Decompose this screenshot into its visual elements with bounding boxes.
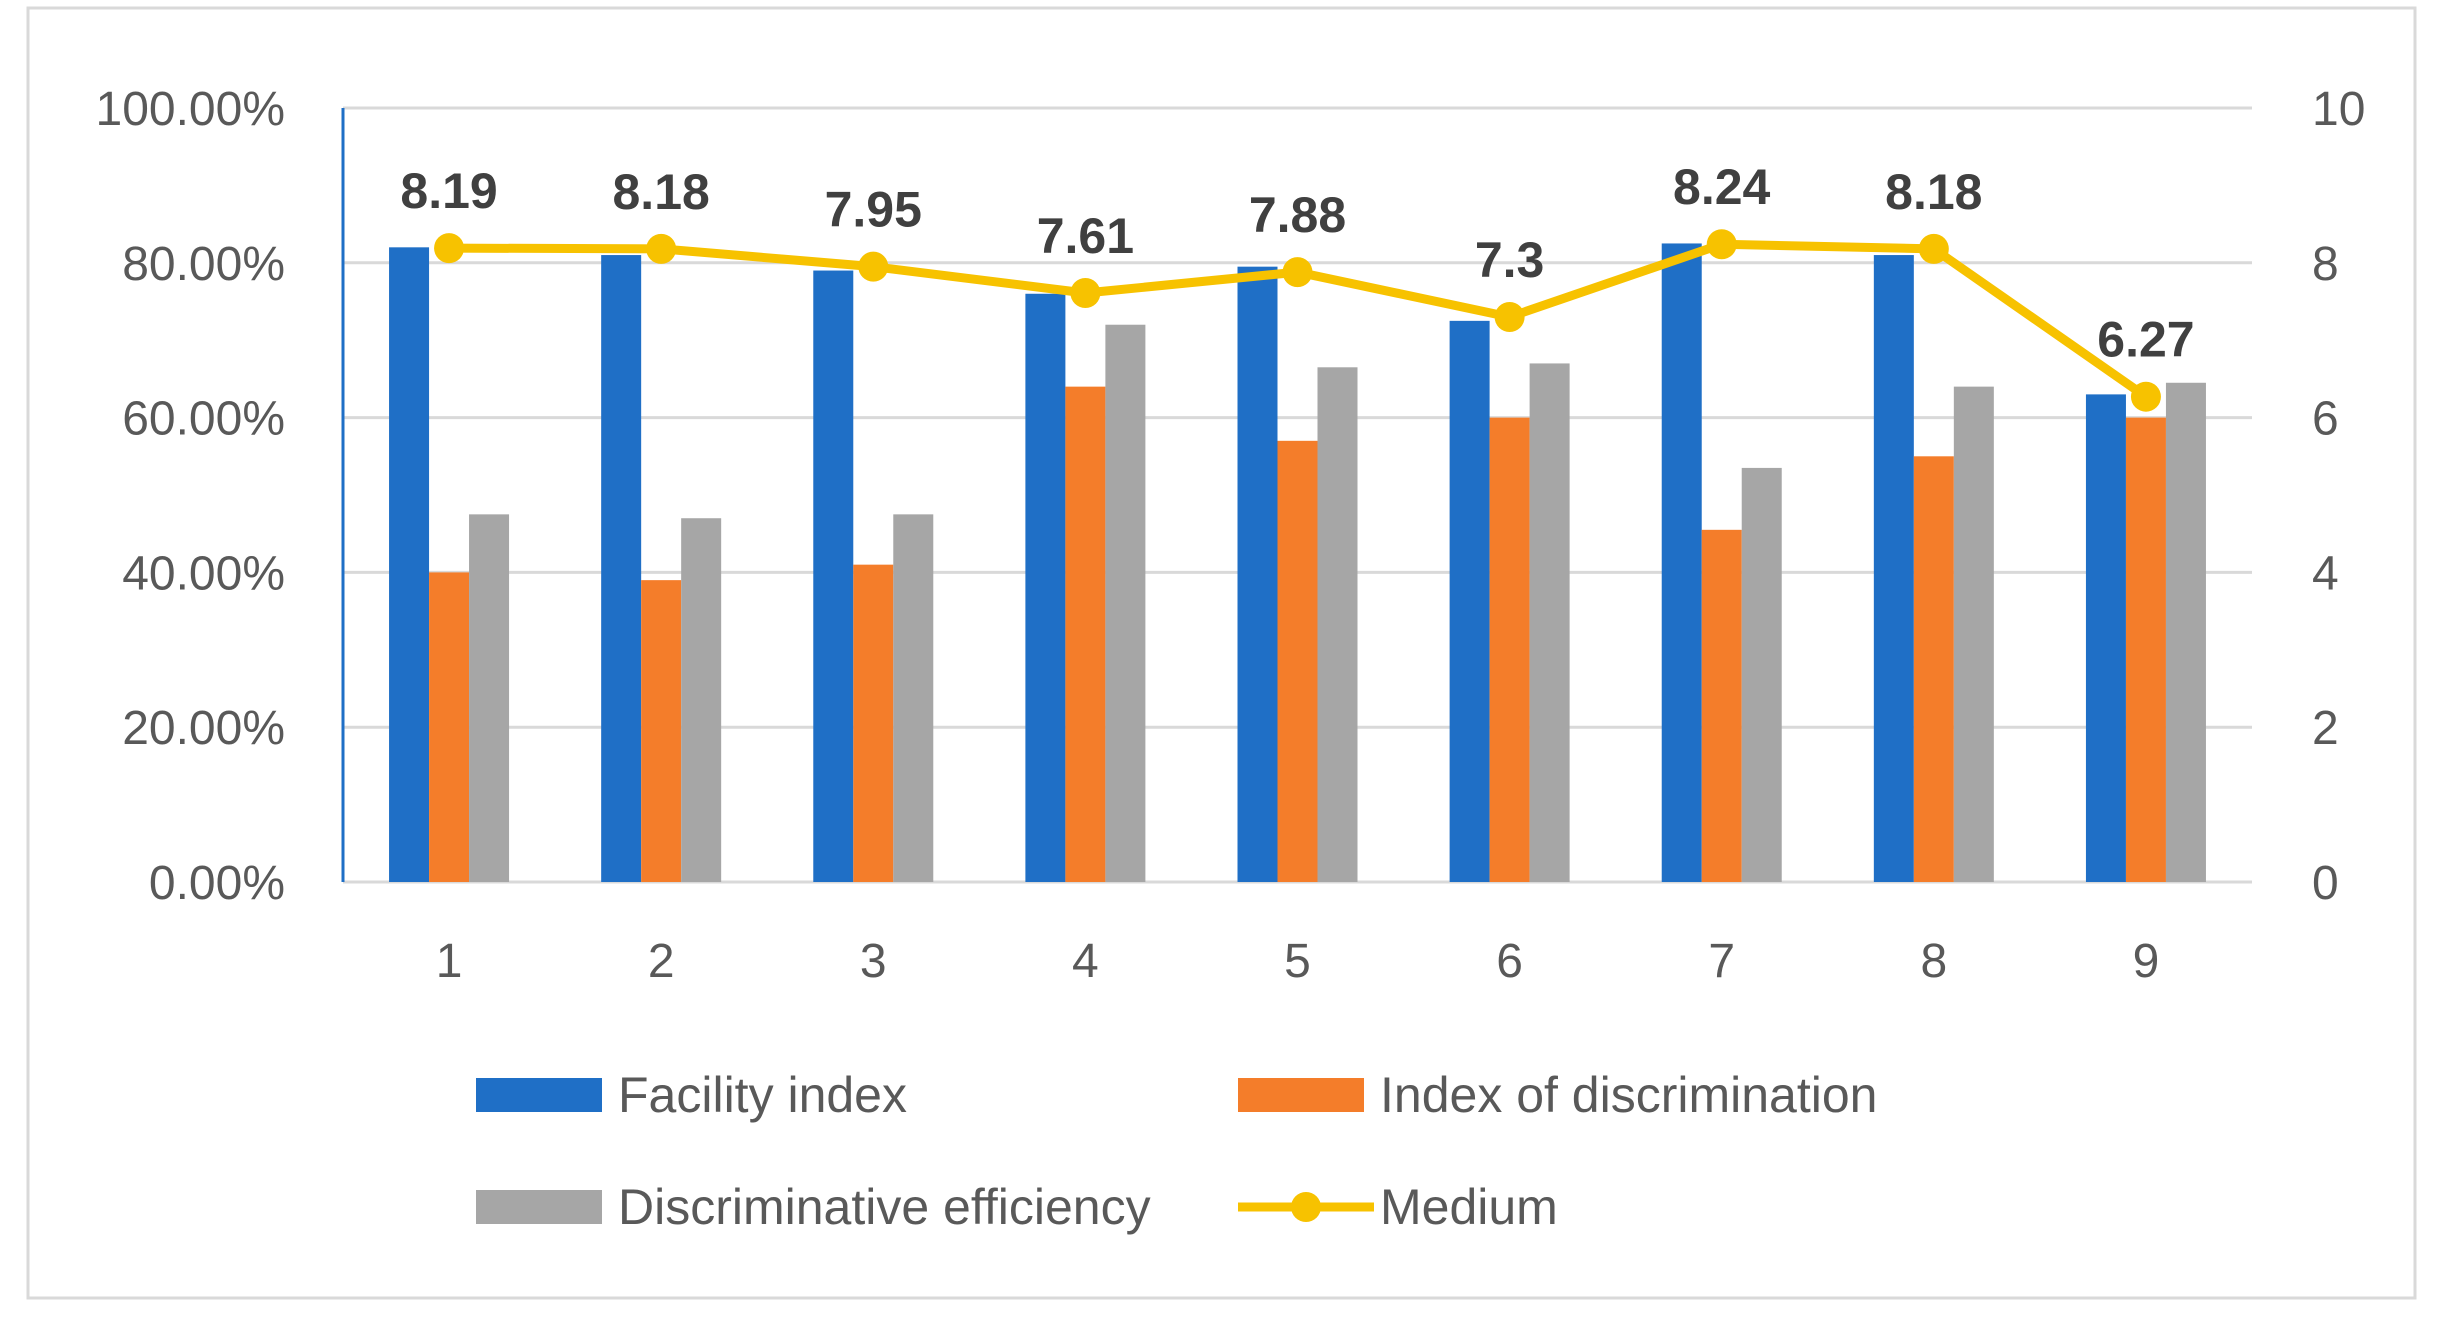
bar-index-of-discrimination xyxy=(641,580,682,882)
x-axis-tick-label: 4 xyxy=(1072,935,1099,988)
bar-facility-index xyxy=(1237,266,1278,882)
bar-index-of-discrimination xyxy=(1065,386,1106,882)
y-axis-primary-tick-label: 0.00% xyxy=(149,857,285,910)
medium-point xyxy=(858,251,889,282)
bar-discriminative-efficiency xyxy=(893,514,934,882)
bar-facility-index xyxy=(1873,255,1914,882)
bar-index-of-discrimination xyxy=(853,564,894,882)
x-axis-tick-label: 9 xyxy=(2133,935,2160,988)
medium-data-label: 7.3 xyxy=(1475,232,1545,288)
medium-data-label: 6.27 xyxy=(2097,312,2194,368)
y-axis-primary-tick-label: 80.00% xyxy=(122,238,285,291)
medium-point xyxy=(646,233,677,264)
bar-facility-index xyxy=(813,270,854,882)
legend-label: Medium xyxy=(1380,1179,1558,1235)
bar-facility-index xyxy=(1449,320,1490,883)
medium-data-label: 8.18 xyxy=(613,164,710,220)
legend-item-discriminative-efficiency: Discriminative efficiency xyxy=(476,1179,1151,1235)
bar-facility-index xyxy=(1025,293,1066,882)
medium-data-label: 7.61 xyxy=(1037,208,1134,264)
medium-point xyxy=(1070,277,1101,308)
bar-facility-index xyxy=(389,247,430,882)
y-axis-primary-tick-label: 60.00% xyxy=(122,393,285,446)
legend-item-facility-index: Facility index xyxy=(476,1067,907,1123)
bar-index-of-discrimination xyxy=(2125,417,2166,882)
legend-label: Facility index xyxy=(618,1067,907,1123)
medium-point xyxy=(1706,229,1737,260)
y-axis-primary-tick-label: 100.00% xyxy=(96,83,286,136)
bar-discriminative-efficiency xyxy=(1317,367,1358,882)
bar-facility-index xyxy=(601,255,642,882)
bar-discriminative-efficiency xyxy=(1105,324,1146,883)
bar-discriminative-efficiency xyxy=(1953,386,1994,882)
x-axis-tick-label: 5 xyxy=(1284,935,1311,988)
medium-data-label: 7.88 xyxy=(1249,187,1346,243)
legend-swatch xyxy=(476,1190,602,1224)
y-axis-secondary-tick-label: 2 xyxy=(2312,702,2339,755)
y-axis-secondary-tick-label: 8 xyxy=(2312,238,2339,291)
data-labels: 8.19 8.18 7.95 7.61 7.88 7.3 8.24 8.18 6.27 xyxy=(400,159,2194,367)
bar-discriminative-efficiency xyxy=(2165,382,2206,882)
bar-discriminative-efficiency xyxy=(1529,363,1570,882)
x-axis-tick-label: 1 xyxy=(436,935,463,988)
legend-swatch xyxy=(1238,1078,1364,1112)
medium-point xyxy=(1494,301,1525,332)
bar-index-of-discrimination xyxy=(1489,417,1530,882)
x-axis-tick-label: 8 xyxy=(1920,935,1947,988)
bars xyxy=(389,243,2206,883)
y-axis-secondary-tick-label: 0 xyxy=(2312,857,2339,910)
bar-index-of-discrimination xyxy=(429,572,470,882)
medium-point xyxy=(1918,233,1949,264)
bar-discriminative-efficiency xyxy=(1741,467,1782,882)
legend-item-index-of-discrimination: Index of discrimination xyxy=(1238,1067,1877,1123)
legend-swatch-marker xyxy=(1291,1192,1321,1222)
y-axis-primary-tick-label: 20.00% xyxy=(122,702,285,755)
legend-label: Index of discrimination xyxy=(1380,1067,1877,1123)
x-axis-tick-label: 6 xyxy=(1496,935,1523,988)
legend-label: Discriminative efficiency xyxy=(618,1179,1151,1235)
axes: 0.00% 20.00% 40.00% 60.00% 80.00% 100.00% 0 2 4 6… xyxy=(96,83,2366,988)
legend-item-medium: Medium xyxy=(1238,1179,1558,1235)
bar-facility-index xyxy=(2085,394,2126,882)
y-axis-secondary-tick-label: 4 xyxy=(2312,547,2339,600)
x-axis-tick-label: 7 xyxy=(1708,935,1735,988)
chart-frame xyxy=(26,6,2417,1300)
y-axis-secondary-tick-label: 10 xyxy=(2312,83,2365,136)
medium-point xyxy=(1282,257,1313,288)
bar-discriminative-efficiency xyxy=(469,514,510,882)
bar-index-of-discrimination xyxy=(1277,440,1318,882)
legend: Facility index Index of discrimination Dis… xyxy=(476,1067,1877,1235)
y-axis-primary-tick-label: 40.00% xyxy=(122,547,285,600)
legend-swatch xyxy=(476,1078,602,1112)
medium-data-label: 8.19 xyxy=(400,163,497,219)
y-axis-secondary-tick-label: 6 xyxy=(2312,393,2339,446)
bar-discriminative-efficiency xyxy=(681,518,722,882)
x-axis-tick-label: 3 xyxy=(860,935,887,988)
bar-facility-index xyxy=(1661,243,1702,882)
medium-point xyxy=(434,233,465,264)
medium-data-label: 8.18 xyxy=(1885,164,1982,220)
bar-index-of-discrimination xyxy=(1913,456,1954,882)
medium-point xyxy=(2130,381,2161,412)
x-axis-tick-label: 2 xyxy=(648,935,675,988)
medium-data-label: 7.95 xyxy=(825,182,922,238)
medium-data-label: 8.24 xyxy=(1673,159,1771,215)
medium-line xyxy=(434,229,2161,412)
bar-index-of-discrimination xyxy=(1701,529,1742,882)
